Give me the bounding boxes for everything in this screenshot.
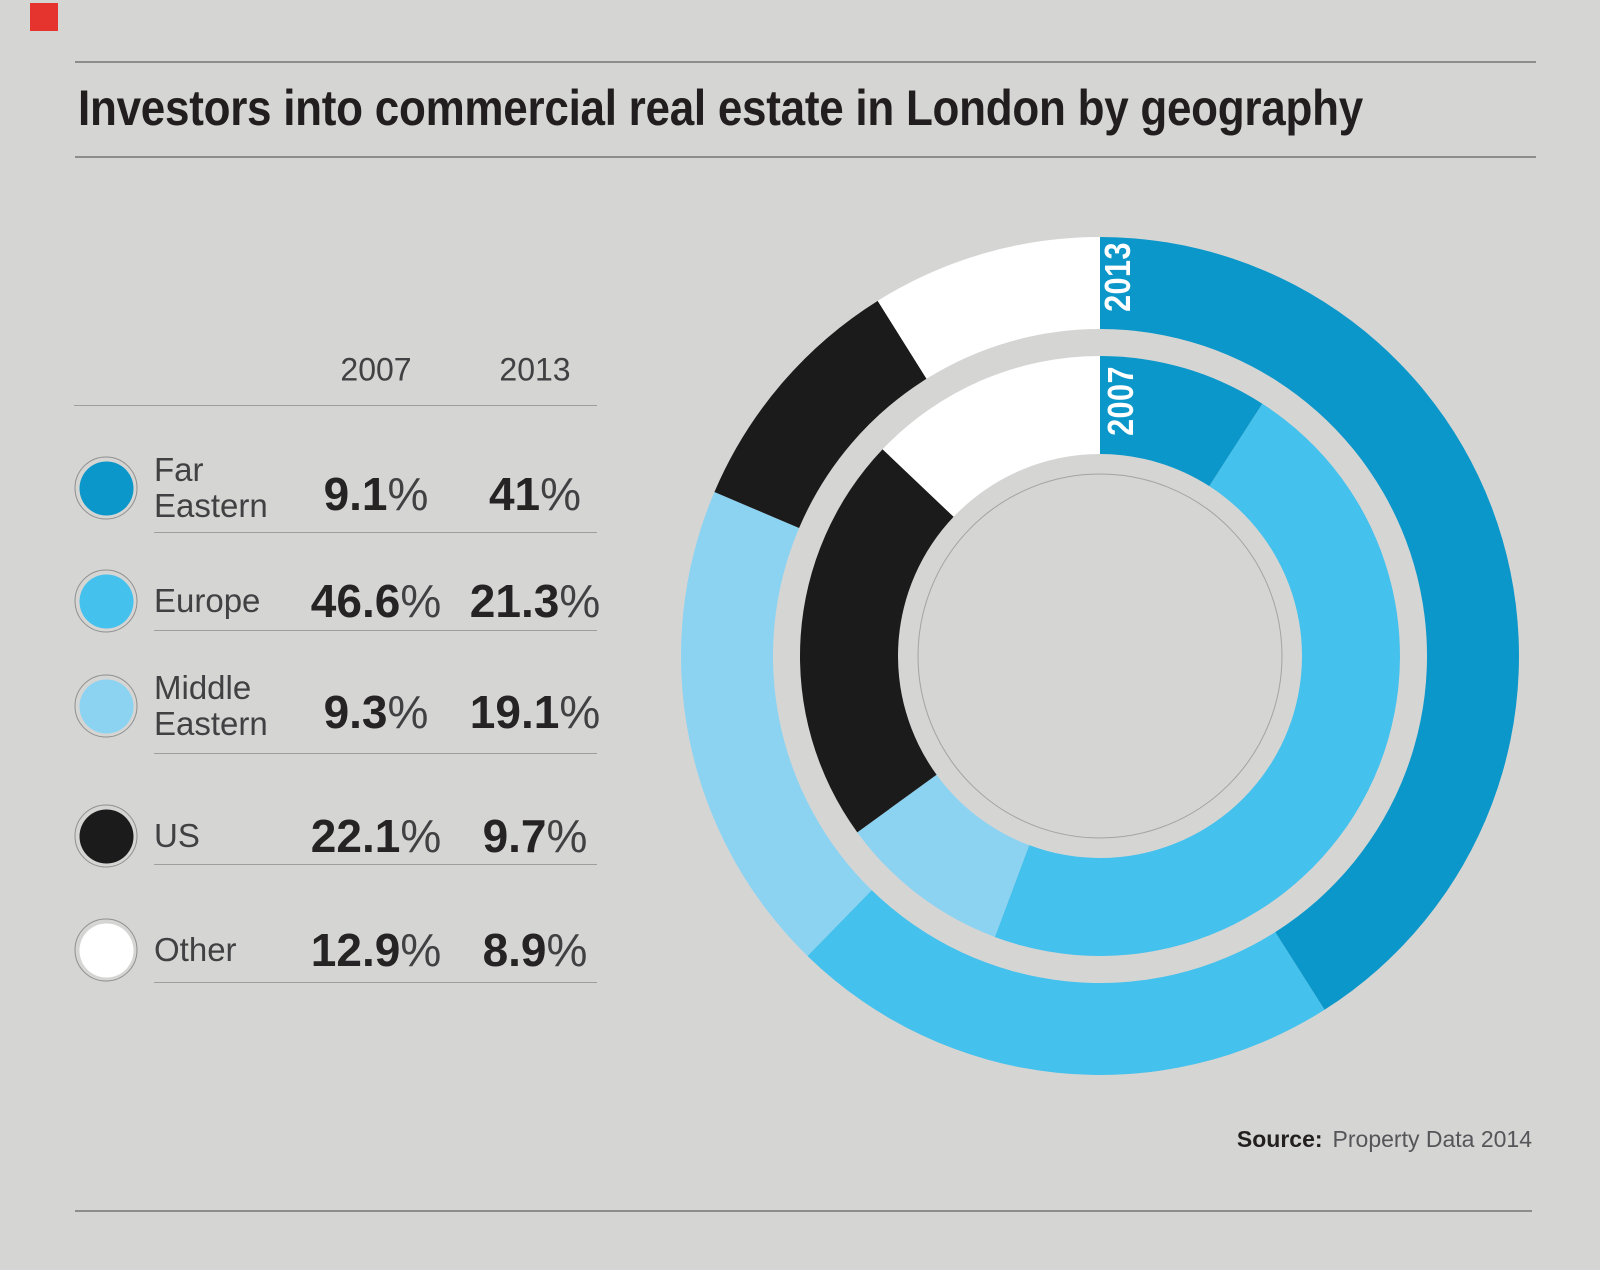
ring-2007-segment-europe — [994, 403, 1400, 956]
far-eastern-2013-value: 41% — [488, 468, 582, 520]
ring-2007-segment-middle-eastern — [857, 774, 1030, 937]
middle-eastern-2013-value: 19.1% — [469, 686, 601, 738]
legend-column-header-2013: 2013 — [499, 351, 571, 388]
top-rule — [75, 61, 1536, 63]
source-line: Source: Property Data 2014 — [1237, 1126, 1532, 1153]
us-swatch-fill — [79, 809, 133, 863]
us-label: US — [154, 817, 200, 854]
far-eastern-label: Far Eastern — [154, 451, 268, 524]
ring-2013-segment-us — [714, 300, 927, 529]
ring-2013-segment-far-eastern — [1100, 237, 1519, 1010]
row-rule — [154, 630, 597, 631]
page-title: Investors into commercial real estate in… — [78, 80, 1363, 136]
donut-chart — [670, 226, 1530, 1086]
us-swatch — [74, 804, 138, 868]
row-rule — [154, 532, 597, 533]
middle-eastern-2007-value: 9.3% — [323, 686, 429, 738]
europe-2013-value: 21.3% — [469, 575, 601, 627]
row-rule — [154, 753, 597, 754]
title-underline-rule — [75, 156, 1536, 158]
legend-header-rule — [74, 405, 597, 406]
row-rule — [154, 864, 597, 865]
us-2013-value: 9.7% — [482, 810, 588, 862]
legend-column-header-2007: 2007 — [340, 351, 412, 388]
other-label: Other — [154, 931, 237, 968]
ring-2013-segment-middle-eastern — [680, 492, 872, 956]
far-eastern-swatch-fill — [79, 461, 133, 515]
middle-eastern-swatch — [74, 674, 138, 738]
donut-svg — [680, 237, 1519, 1075]
ring-2007-segment-other — [882, 356, 1100, 517]
ring-label-2013: 2013 — [1097, 242, 1138, 312]
europe-label: Europe — [154, 582, 261, 619]
brand-mark — [30, 3, 58, 31]
europe-2007-value: 46.6% — [310, 575, 442, 627]
other-swatch — [74, 918, 138, 982]
row-rule — [154, 982, 597, 983]
other-swatch-fill — [79, 923, 133, 977]
ring-2013-segment-other — [877, 237, 1100, 379]
donut-center-circle — [917, 473, 1283, 839]
us-2007-value: 22.1% — [310, 810, 442, 862]
source-label: Source: — [1236, 1126, 1323, 1152]
europe-swatch-fill — [79, 574, 133, 628]
ring-2007-segment-far-eastern — [1100, 356, 1263, 487]
ring-2007-segment-us — [799, 449, 954, 833]
source-text: Property Data 2014 — [1332, 1126, 1532, 1152]
middle-eastern-swatch-fill — [79, 679, 133, 733]
bottom-rule — [75, 1210, 1532, 1212]
far-eastern-swatch — [74, 456, 138, 520]
middle-eastern-label: Middle Eastern — [154, 669, 268, 742]
europe-swatch — [74, 569, 138, 633]
other-2007-value: 12.9% — [310, 924, 442, 976]
other-2013-value: 8.9% — [482, 924, 588, 976]
far-eastern-2007-value: 9.1% — [323, 468, 429, 520]
ring-2013-segment-europe — [807, 890, 1325, 1075]
ring-label-2007: 2007 — [1100, 366, 1141, 436]
